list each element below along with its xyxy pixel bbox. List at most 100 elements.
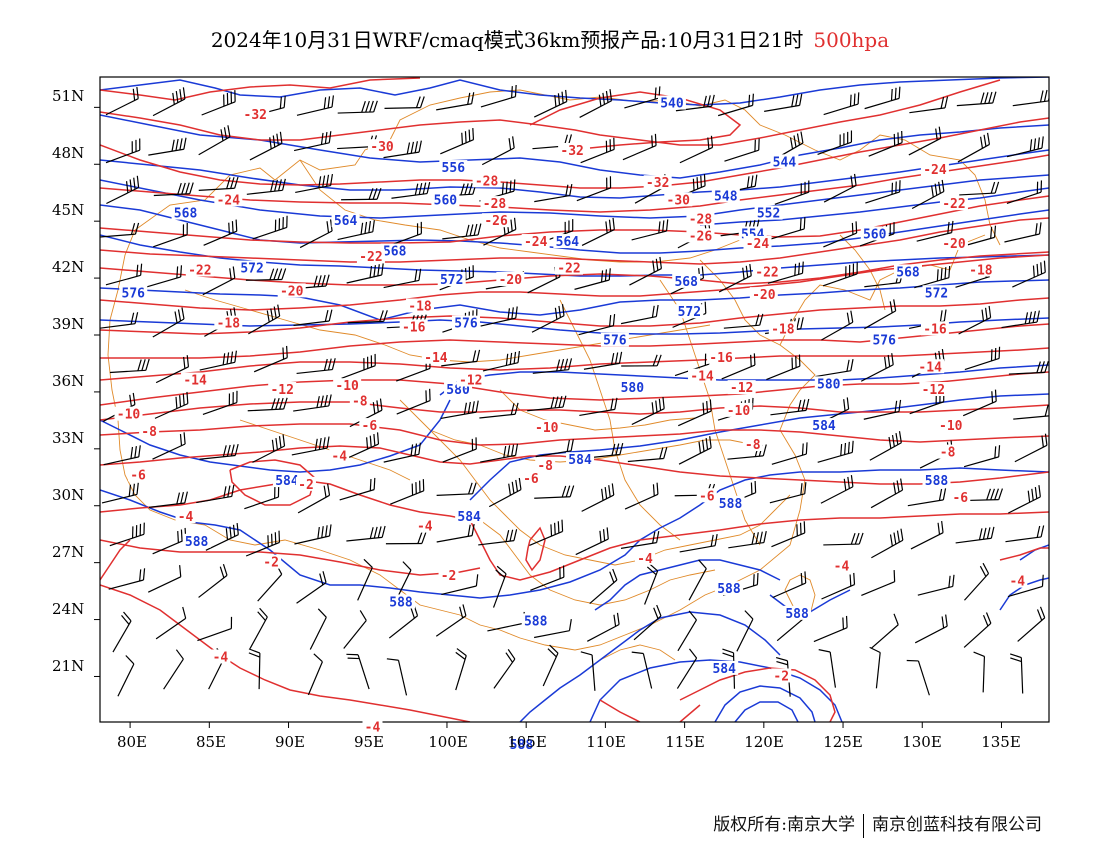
wind-barb [441, 349, 481, 367]
temperature-contour-label: -4 [365, 721, 381, 736]
height-contour-label: 564 [556, 235, 580, 250]
height-contour-label-bg [521, 613, 550, 628]
wind-barb [482, 350, 521, 372]
wind-barb [769, 217, 806, 240]
wind-barb [823, 221, 858, 248]
temperature-contour-label: -4 [417, 520, 433, 535]
wind-barb [909, 96, 949, 114]
lon-label-80e: 80E [116, 733, 148, 751]
temperature-contour-label-bg [939, 235, 968, 250]
height-contour-label: 584 [812, 419, 836, 434]
wind-barb [391, 181, 431, 199]
wind-barb [527, 395, 567, 412]
wind-barb [293, 131, 332, 152]
temperature-contour-label: -8 [745, 438, 761, 453]
wind-barb [105, 263, 143, 286]
wind-barb [148, 491, 188, 508]
wind-barb [587, 612, 620, 642]
wind-barb [435, 604, 467, 637]
wind-barb [675, 94, 715, 112]
wind-barb [860, 353, 894, 382]
height-contour-label: 560 [434, 193, 458, 208]
wind-barb [820, 475, 854, 504]
lat-label-30n: 30N [52, 486, 85, 504]
wind-barb [631, 651, 653, 689]
wind-barb [767, 261, 804, 284]
temperature-contour-label-bg [362, 719, 383, 734]
temperature-contour-label: -8 [537, 459, 553, 474]
wind-barb [346, 263, 384, 284]
temperature-contour-label: -14 [424, 351, 448, 366]
temperature-contours [100, 77, 1049, 722]
height-contour-label: 588 [719, 497, 743, 512]
wind-barb [721, 353, 756, 380]
temperature-contour-label: -10 [727, 404, 751, 419]
wind-barb [580, 137, 615, 164]
wind-barb [914, 614, 948, 644]
temperature-contour-label-bg [482, 213, 511, 228]
height-contour-label: 588 [510, 738, 534, 753]
temperature-contour-label: -24 [524, 235, 548, 250]
height-contour-label: 588 [717, 582, 741, 597]
lat-label-42n: 42N [52, 258, 85, 276]
wind-barb [442, 437, 477, 463]
temperature-contour-label: -12 [459, 374, 482, 389]
temperature-contour-label-bg [937, 444, 958, 459]
wind-barb [688, 559, 707, 601]
height-contour-label: 560 [863, 227, 887, 242]
temperature-contour-label-bg [214, 315, 243, 330]
wind-barb [245, 268, 287, 281]
temperature-contour-label-bg [532, 419, 561, 434]
wind-barb [488, 477, 522, 508]
wind-barb [771, 442, 808, 465]
copyright-footer: 版权所有:南京大学 南京创蓝科技有限公司 [713, 810, 1042, 838]
wind-barb [821, 310, 854, 341]
wind-barb [479, 402, 519, 419]
wind-barb [383, 140, 422, 159]
temperature-contour-label-bg [438, 567, 459, 582]
height-contour-label: 572 [440, 273, 463, 288]
wind-barb [153, 223, 188, 248]
wind-barb [575, 527, 609, 556]
wind-barb [293, 309, 333, 326]
temperature-contour-label-bg [554, 260, 583, 275]
height-contour-label: 572 [240, 262, 263, 277]
wind-barb [589, 568, 618, 605]
wind-barb [341, 353, 376, 379]
wind-barb [870, 613, 899, 649]
temperature-contour-label: -22 [359, 250, 382, 265]
wind-barb [957, 132, 991, 163]
wind-barb [291, 436, 330, 456]
temperature-contour-label-bg [749, 287, 778, 302]
wind-barb [199, 444, 239, 460]
wind-barb [728, 530, 767, 549]
wind-barb [769, 482, 807, 504]
temperature-contour-label: -26 [689, 229, 713, 244]
wind-barb [436, 92, 475, 111]
wind-barb [343, 610, 367, 649]
wind-barb [962, 488, 1003, 502]
wind-barb [346, 525, 386, 542]
wind-barb [1008, 360, 1049, 375]
height-contour-label-bg [672, 273, 701, 288]
wind-barb [205, 522, 239, 551]
lat-label-21n: 21N [52, 657, 85, 675]
copyright-company: 南京创蓝科技有限公司 [872, 815, 1042, 835]
temperature-contour-label: -24 [217, 193, 241, 208]
wind-barb [964, 562, 990, 601]
wind-barb [253, 345, 288, 373]
temperature-contour-label-bg [635, 550, 656, 565]
wind-barb [109, 358, 150, 374]
temperature-contour-label: -4 [331, 449, 347, 464]
temperature-contour-label-bg [919, 382, 948, 397]
temperature-contour-label-bg [421, 349, 450, 364]
wind-barb [105, 86, 139, 116]
height-contour-label-bg [770, 154, 799, 169]
wind-barb [823, 532, 864, 546]
lat-label-48n: 48N [52, 144, 85, 162]
temperature-contour-label-bg [831, 558, 852, 573]
lat-label-39n: 39N [52, 315, 85, 333]
wind-barb [772, 571, 807, 599]
height-contour-label-bg [507, 736, 536, 751]
height-contour-label-bg [754, 205, 783, 220]
